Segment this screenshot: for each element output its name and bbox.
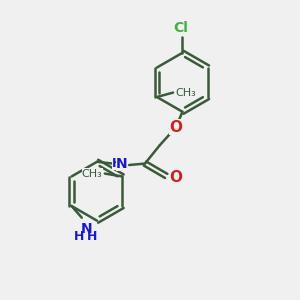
Text: H: H <box>87 230 97 243</box>
Text: CH₃: CH₃ <box>176 88 196 98</box>
Text: N: N <box>116 157 127 170</box>
Text: H: H <box>112 157 122 170</box>
Text: H: H <box>74 230 85 243</box>
Text: CH₃: CH₃ <box>82 169 103 178</box>
Text: O: O <box>169 119 182 134</box>
Text: Cl: Cl <box>173 21 188 35</box>
Text: N: N <box>80 222 92 236</box>
Text: O: O <box>170 170 183 185</box>
